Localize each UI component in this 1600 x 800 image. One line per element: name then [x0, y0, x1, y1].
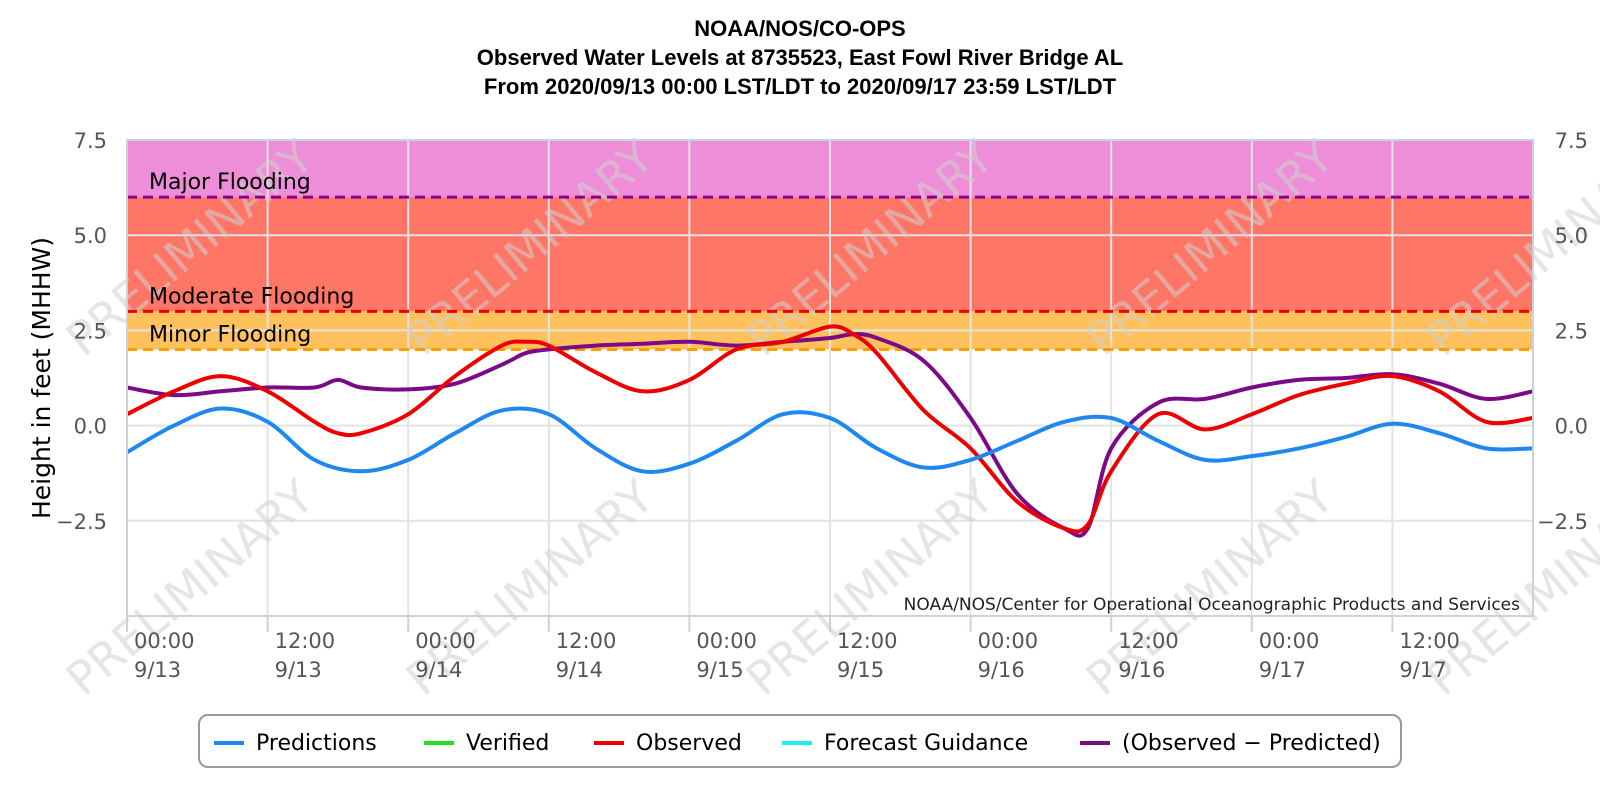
series-line-observed [127, 324, 1533, 534]
x-tick-date-label: 9/13 [275, 658, 322, 682]
series-line-observed-predicted [127, 332, 1533, 538]
x-tick-date-label: 9/16 [978, 658, 1025, 682]
y-axis-label: Height in feet (MHHW) [27, 237, 56, 519]
series-line-predictions [127, 406, 1533, 474]
y-tick-label-left: −2.5 [56, 510, 107, 534]
flood-label-1: Moderate Flooding [149, 284, 354, 309]
legend-item-forecast-guidance[interactable]: Forecast Guidance [782, 716, 1028, 770]
x-tick-time-label: 12:00 [556, 629, 617, 653]
y-tick-label-left: 0.0 [74, 415, 107, 439]
x-tick-time-label: 12:00 [837, 629, 898, 653]
flood-label-2: Minor Flooding [149, 322, 311, 347]
credit-text: NOAA/NOS/Center for Operational Oceanogr… [904, 595, 1520, 615]
x-tick-date-label: 9/14 [415, 658, 462, 682]
chart-title-line-3: From 2020/09/13 00:00 LST/LDT to 2020/09… [483, 74, 1117, 99]
x-tick-date-label: 9/16 [1118, 658, 1165, 682]
legend-swatch [594, 741, 624, 745]
flood-label-0: Major Flooding [149, 170, 311, 195]
x-tick-date-label: 9/17 [1399, 658, 1446, 682]
legend-item-observed-minus-predicted[interactable]: (Observed − Predicted) [1080, 716, 1381, 770]
y-tick-label-right: −2.5 [1537, 510, 1588, 534]
legend-swatch [424, 741, 454, 745]
x-tick-date-label: 9/17 [1259, 658, 1306, 682]
x-tick-time-label: 00:00 [696, 629, 757, 653]
legend-label: Observed [636, 730, 742, 756]
y-tick-label-left: 7.5 [74, 129, 107, 153]
x-tick-date-label: 9/15 [837, 658, 884, 682]
legend-item-observed[interactable]: Observed [594, 716, 742, 770]
x-tick-time-label: 00:00 [1259, 629, 1320, 653]
x-tick-time-label: 00:00 [415, 629, 476, 653]
series-lines [127, 324, 1533, 538]
chart-title-line-2: Observed Water Levels at 8735523, East F… [476, 45, 1124, 70]
chart-title-line-1: NOAA/NOS/CO-OPS [694, 16, 906, 41]
legend-label: Predictions [256, 730, 377, 756]
legend: Predictions Verified Observed Forecast G… [198, 714, 1402, 768]
x-tick-time-label: 00:00 [134, 629, 195, 653]
legend-swatch [214, 741, 244, 745]
x-tick-time-label: 12:00 [1399, 629, 1460, 653]
x-tick-time-label: 00:00 [978, 629, 1039, 653]
legend-swatch [1080, 741, 1110, 745]
legend-label: (Observed − Predicted) [1122, 730, 1381, 756]
y-tick-label-right: 7.5 [1555, 129, 1588, 153]
y-tick-label-right: 5.0 [1555, 224, 1588, 248]
x-tick-time-label: 12:00 [1118, 629, 1179, 653]
flood-threshold-lines [127, 195, 1533, 351]
legend-label: Forecast Guidance [824, 730, 1029, 756]
x-tick-date-label: 9/13 [134, 658, 181, 682]
flood-band-labels: Major Flooding Moderate Flooding Minor Flo… [149, 170, 354, 347]
x-tick-date-label: 9/14 [556, 658, 603, 682]
x-tick-time-label: 12:00 [275, 629, 336, 653]
x-tick-date-label: 9/15 [696, 658, 743, 682]
axes: 7.5 7.5 5.0 5.0 2.5 2.5 0.0 0.0 −2.5 −2.5 00:00 9/1… [56, 129, 1588, 682]
y-tick-label-left: 5.0 [74, 224, 107, 248]
legend-swatch [782, 741, 812, 745]
y-tick-label-right: 2.5 [1555, 319, 1588, 343]
legend-item-verified[interactable]: Verified [424, 716, 549, 770]
y-tick-label-right: 0.0 [1555, 415, 1588, 439]
legend-label: Verified [466, 730, 550, 756]
legend-item-predictions[interactable]: Predictions [214, 716, 377, 770]
y-tick-label-left: 2.5 [74, 319, 107, 343]
